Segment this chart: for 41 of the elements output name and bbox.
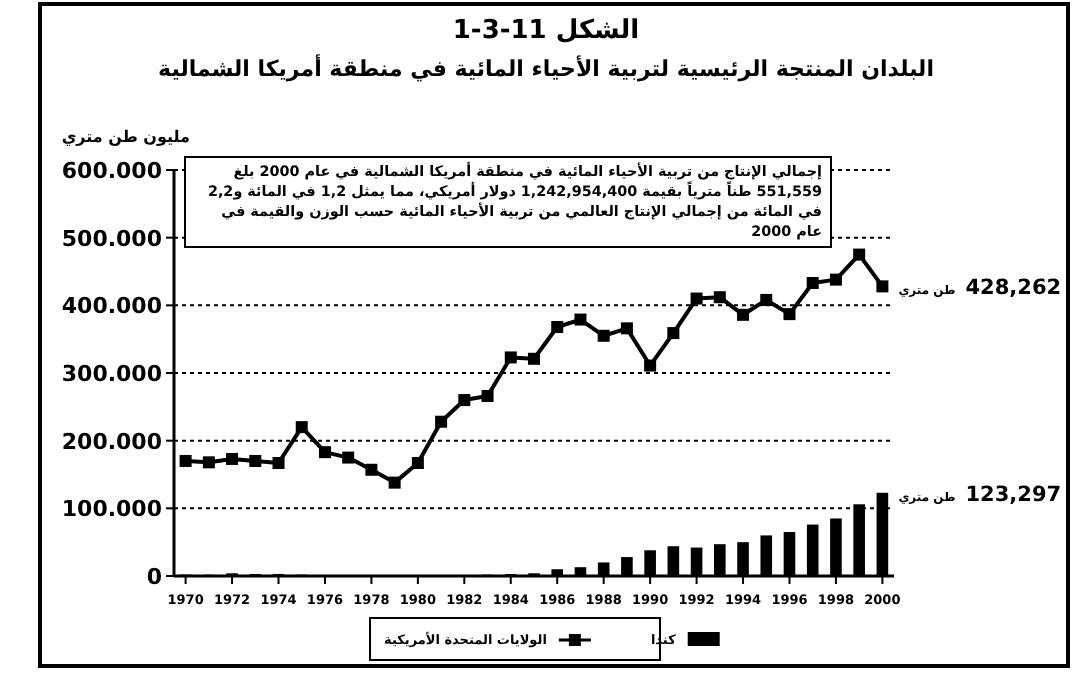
point bbox=[272, 457, 285, 469]
point bbox=[737, 308, 750, 321]
point bbox=[504, 351, 517, 364]
point bbox=[458, 394, 471, 407]
point bbox=[574, 313, 587, 326]
point bbox=[853, 248, 866, 261]
y-axis-title: مليون طن متري bbox=[61, 128, 191, 146]
y-tick-label: 300.000 bbox=[61, 361, 163, 387]
point bbox=[806, 277, 819, 289]
point bbox=[342, 451, 355, 464]
y-tick-label: 0 bbox=[146, 564, 163, 590]
point bbox=[318, 446, 331, 459]
point bbox=[481, 390, 494, 403]
point bbox=[551, 320, 564, 333]
point bbox=[365, 463, 378, 476]
point bbox=[202, 456, 215, 469]
point bbox=[644, 359, 657, 372]
point bbox=[388, 476, 401, 489]
point bbox=[783, 308, 796, 321]
y-tick-label: 100.000 bbox=[61, 496, 163, 523]
point bbox=[597, 329, 610, 342]
point bbox=[876, 280, 889, 293]
point bbox=[249, 454, 262, 467]
y-tick-label: 400.000 bbox=[61, 293, 163, 320]
point bbox=[620, 322, 633, 335]
y-tick-label: 600.000 bbox=[61, 158, 163, 184]
point bbox=[760, 293, 773, 306]
point bbox=[411, 457, 424, 469]
point bbox=[829, 273, 842, 286]
y-tick-label: 500.000 bbox=[61, 225, 163, 252]
point bbox=[667, 327, 680, 340]
point bbox=[226, 452, 239, 465]
point bbox=[528, 352, 540, 365]
y-tick-label: 200.000 bbox=[61, 428, 163, 455]
point bbox=[713, 291, 726, 304]
chart-title: الشكل 11-3-1 bbox=[452, 16, 640, 46]
chart-subtitle: البلدان المنتجة الرئيسية لتربية الأحياء المائية في منطقة أمريكا الشمالية bbox=[158, 54, 934, 82]
point bbox=[295, 421, 308, 434]
point bbox=[690, 292, 703, 305]
point bbox=[435, 415, 448, 428]
point bbox=[179, 454, 192, 467]
